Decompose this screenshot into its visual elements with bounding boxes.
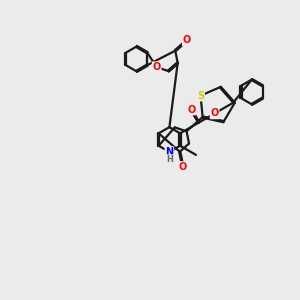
Text: O: O	[179, 162, 187, 172]
Text: N: N	[165, 147, 173, 157]
Text: O: O	[152, 62, 161, 72]
Text: O: O	[211, 109, 219, 118]
Text: S: S	[197, 91, 204, 100]
Text: O: O	[183, 35, 191, 45]
Text: H: H	[166, 155, 173, 164]
Text: O: O	[187, 105, 195, 115]
